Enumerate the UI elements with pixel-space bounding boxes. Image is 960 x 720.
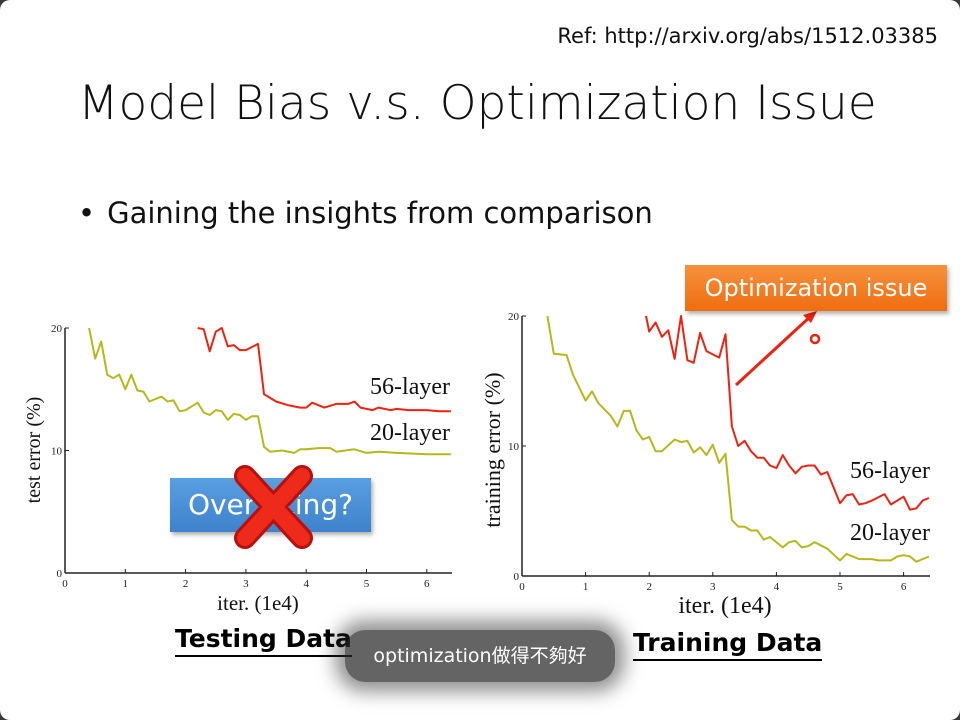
y-tick-label: 10 xyxy=(508,441,520,453)
series-label-56-layer: 56-layer xyxy=(370,374,450,400)
caption-training-data: Training Data xyxy=(633,628,823,661)
x-tick-label: 2 xyxy=(646,581,652,593)
x-tick-label: 2 xyxy=(183,578,189,590)
slide-title: Model Bias v.s. Optimization Issue xyxy=(78,76,877,131)
x-tick-label: 4 xyxy=(774,581,780,593)
x-tick-label: 1 xyxy=(583,581,589,593)
x-tick-label: 4 xyxy=(303,578,309,590)
chart-test-error: 0 1 2 3 4 5 6 0 10 20 test error (%) iter. (1e4) 56-… xyxy=(23,323,452,615)
reference-link[interactable]: Ref: http://arxiv.org/abs/1512.03385 xyxy=(557,24,938,48)
y-tick-label: 20 xyxy=(51,323,63,335)
series-label-56-layer: 56-layer xyxy=(850,458,930,484)
x-axis-label: iter. (1e4) xyxy=(217,591,299,615)
x-tick-label: 5 xyxy=(364,578,370,590)
x-axis-label: iter. (1e4) xyxy=(678,593,771,619)
caption-testing-data: Testing Data xyxy=(175,624,352,657)
series-label-20-layer: 20-layer xyxy=(370,420,450,446)
optimization-issue-callout: Optimization issue xyxy=(685,265,947,311)
x-tick-label: 1 xyxy=(123,578,129,590)
bullet-dot-icon: • xyxy=(78,196,96,230)
x-tick-label: 6 xyxy=(424,578,430,590)
bullet-point: • Gaining the insights from comparison xyxy=(78,196,653,230)
series-label-20-layer: 20-layer xyxy=(850,520,930,546)
y-axis-label: test error (%) xyxy=(23,397,45,504)
x-tick-label: 3 xyxy=(710,581,716,593)
y-tick-label: 0 xyxy=(57,568,63,580)
y-tick-label: 20 xyxy=(508,311,520,323)
video-subtitle: optimization做得不夠好 xyxy=(345,630,615,682)
series-line-56-layer xyxy=(645,315,930,511)
y-tick-label: 10 xyxy=(51,446,63,458)
x-tick-label: 0 xyxy=(62,578,68,590)
series-line-20-layer xyxy=(88,327,451,456)
series-line-20-layer xyxy=(546,315,930,563)
x-tick-label: 3 xyxy=(243,578,249,590)
x-tick-label: 0 xyxy=(519,581,525,593)
y-axis-label: training error (%) xyxy=(480,372,505,527)
overfitting-callout: Overfitting? xyxy=(170,478,371,532)
x-tick-label: 5 xyxy=(837,581,843,593)
x-tick-label: 6 xyxy=(901,581,907,593)
bullet-text: Gaining the insights from comparison xyxy=(107,196,653,230)
series-line-56-layer xyxy=(197,327,451,413)
y-tick-label: 0 xyxy=(514,571,520,583)
chart-training-error: 0 1 2 3 4 5 6 0 10 20 training error (%) iter. (1e4… xyxy=(480,311,930,619)
